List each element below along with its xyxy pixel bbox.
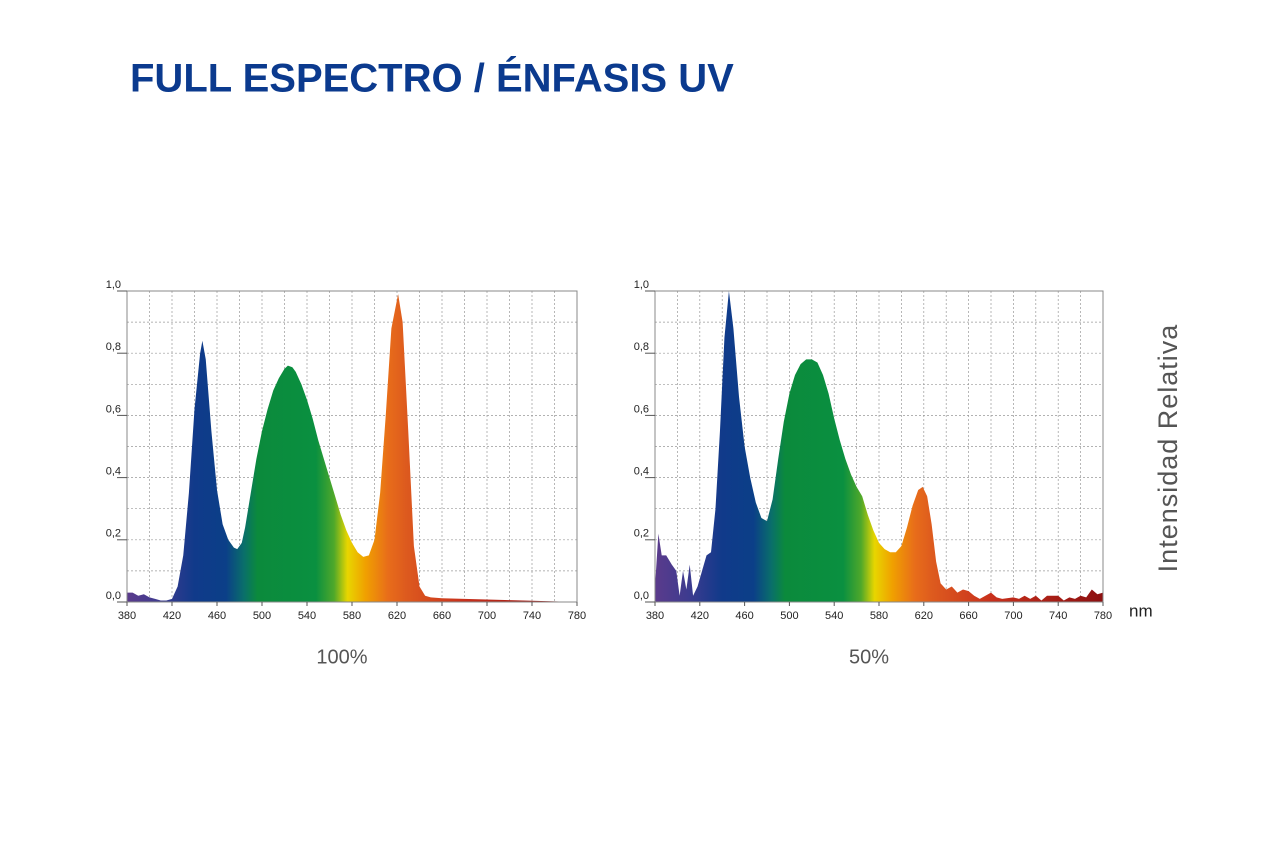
x-tick-label: 580 <box>870 610 888 622</box>
y-tick-label: 0,6 <box>106 403 121 415</box>
x-tick-label: 740 <box>1049 610 1067 622</box>
y-tick-label: 0,2 <box>634 528 649 540</box>
x-tick-label: 580 <box>343 610 361 622</box>
spectrum-area <box>655 291 1103 602</box>
x-tick-label: 660 <box>433 610 451 622</box>
page-title: FULL ESPECTRO / ÉNFASIS UV <box>130 56 734 101</box>
y-tick-label: 0,2 <box>106 528 121 540</box>
x-tick-label: 380 <box>646 610 664 622</box>
y-tick-label: 0,8 <box>106 341 121 353</box>
x-tick-label: 620 <box>915 610 933 622</box>
x-tick-label: 420 <box>163 610 181 622</box>
x-tick-label: 420 <box>691 610 709 622</box>
x-tick-label: 660 <box>959 610 977 622</box>
y-tick-label: 0,0 <box>634 590 649 602</box>
x-tick-label: 780 <box>568 610 586 622</box>
x-tick-label: 700 <box>478 610 496 622</box>
x-tick-label: 740 <box>523 610 541 622</box>
y-tick-label: 0,4 <box>106 466 121 478</box>
chart-caption: 100% <box>316 646 367 668</box>
x-tick-label: 540 <box>298 610 316 622</box>
x-tick-label: 620 <box>388 610 406 622</box>
x-tick-label: 380 <box>118 610 136 622</box>
x-tick-label: 700 <box>1004 610 1022 622</box>
x-tick-label: 780 <box>1094 610 1112 622</box>
x-tick-label: 500 <box>253 610 271 622</box>
y-tick-label: 1,0 <box>106 279 121 291</box>
x-tick-label: 460 <box>735 610 753 622</box>
x-tick-label: 460 <box>208 610 226 622</box>
chart-caption: 50% <box>849 646 889 668</box>
y-tick-label: 0,4 <box>634 466 649 478</box>
y-axis-label: Intensidad Relativa <box>1153 324 1183 573</box>
y-tick-label: 0,0 <box>106 590 121 602</box>
x-tick-label: 500 <box>780 610 798 622</box>
y-tick-label: 1,0 <box>634 279 649 291</box>
y-tick-label: 0,8 <box>634 341 649 353</box>
x-tick-label: 540 <box>825 610 843 622</box>
x-axis-label: nm <box>1129 601 1153 620</box>
y-tick-label: 0,6 <box>634 403 649 415</box>
